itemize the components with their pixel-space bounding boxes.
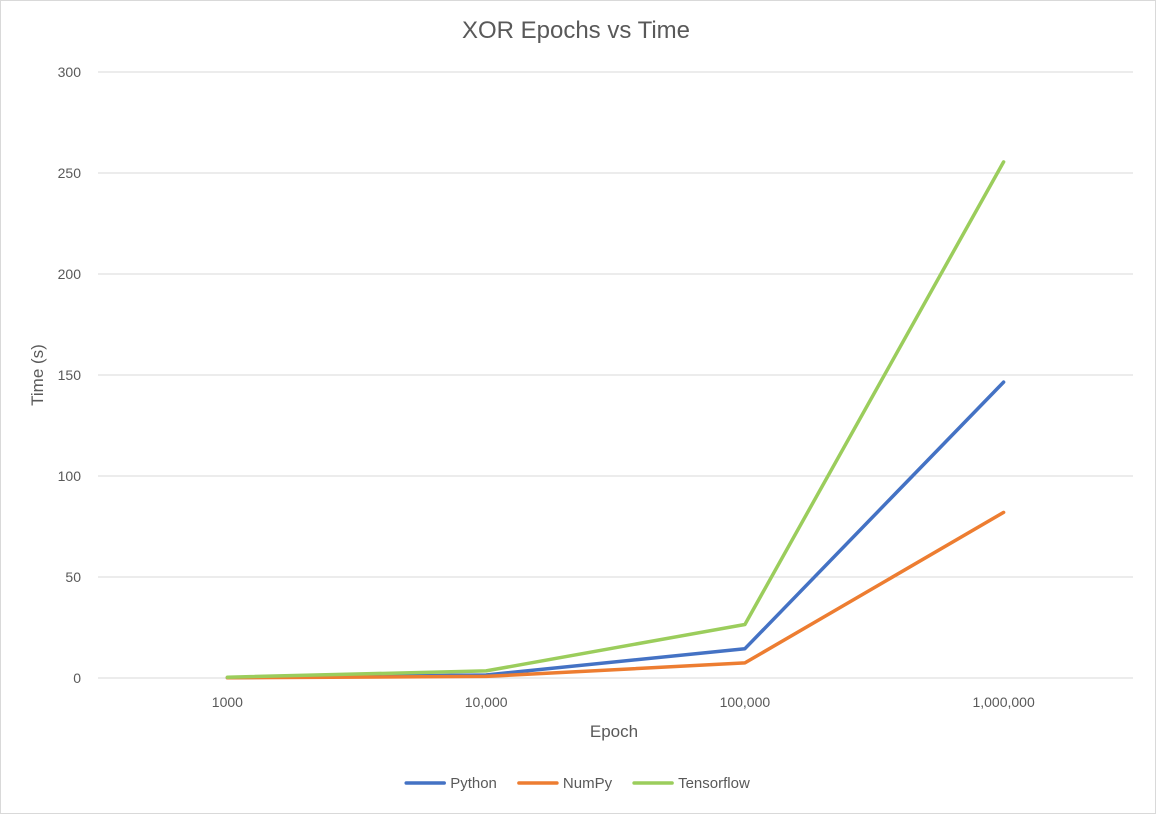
y-tick-label: 150 [58, 367, 82, 383]
legend-label-python: Python [450, 775, 497, 792]
y-tick-label: 250 [58, 165, 82, 181]
y-axis-title: Time (s) [28, 344, 47, 406]
y-tick-label: 300 [58, 64, 82, 80]
legend-label-numpy: NumPy [563, 775, 613, 792]
y-axis-ticks: 0 50 100 150 200 250 300 [58, 64, 82, 686]
x-tick-label: 100,000 [720, 694, 771, 710]
series-lines [225, 160, 1006, 680]
legend-label-tensorflow: Tensorflow [678, 775, 750, 792]
x-axis-ticks: 1000 10,000 100,000 1,000,000 [212, 694, 1035, 710]
chart-title: XOR Epochs vs Time [462, 17, 690, 44]
y-tick-label: 0 [73, 670, 81, 686]
y-tick-label: 50 [65, 569, 81, 585]
x-axis-title: Epoch [590, 722, 638, 741]
series-line-numpy [225, 510, 1006, 680]
x-tick-label: 1000 [212, 694, 243, 710]
x-tick-label: 10,000 [465, 694, 508, 710]
series-line-python [225, 380, 1006, 680]
series-line-tensorflow [225, 160, 1006, 679]
y-tick-label: 200 [58, 266, 82, 282]
gridlines [98, 71, 1133, 679]
x-tick-label: 1,000,000 [972, 694, 1034, 710]
y-tick-label: 100 [58, 468, 82, 484]
legend: Python NumPy Tensorflow [404, 775, 750, 792]
